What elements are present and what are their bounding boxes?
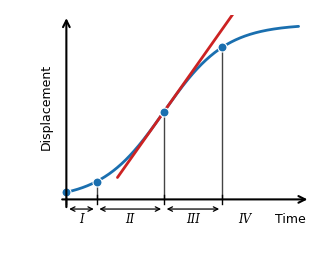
Text: IV: IV <box>239 212 252 226</box>
Text: I: I <box>79 212 84 226</box>
Text: Displacement: Displacement <box>40 64 53 151</box>
Text: Time: Time <box>275 212 305 226</box>
Text: III: III <box>186 212 200 226</box>
Text: II: II <box>126 212 135 226</box>
